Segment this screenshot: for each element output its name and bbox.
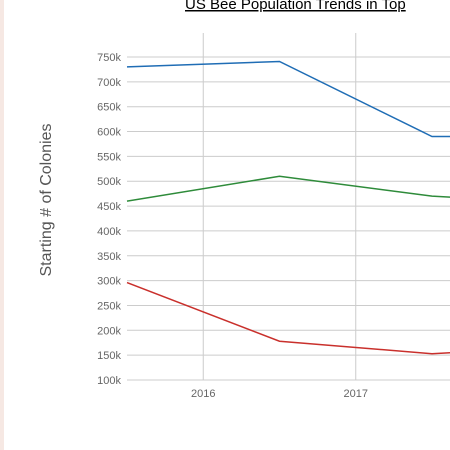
y-tick-label: 600k — [97, 127, 121, 139]
y-tick-label: 150k — [97, 350, 121, 362]
x-tick-label: 2017 — [344, 388, 368, 400]
grid — [127, 33, 450, 381]
y-tick-label: 450k — [97, 201, 121, 213]
y-tick-label: 550k — [97, 151, 121, 163]
y-tick-label: 750k — [97, 52, 121, 64]
y-tick-label: 400k — [97, 226, 121, 238]
y-tick-label: 200k — [97, 325, 121, 337]
y-axis-title: Starting # of Colonies — [38, 124, 55, 277]
left-border — [0, 0, 4, 450]
series-line-2 — [126, 175, 450, 202]
x-axis: 2016 2017 — [191, 388, 368, 400]
series-lines — [126, 60, 450, 355]
y-tick-label: 300k — [97, 276, 121, 288]
series-line-1 — [126, 60, 450, 138]
y-tick-label: 250k — [97, 300, 121, 312]
y-axis: 100k 150k 200k 250k 300k 350k 400k 450k 500k 550k… — [97, 52, 121, 387]
series-line-3 — [126, 281, 450, 355]
y-tick-label: 350k — [97, 251, 121, 263]
x-tick-label: 2016 — [191, 388, 215, 400]
y-tick-label: 100k — [97, 375, 121, 387]
y-tick-label: 650k — [97, 102, 121, 114]
chart-title: US Bee Population Trends in Top — [185, 0, 406, 13]
y-tick-label: 500k — [97, 176, 121, 188]
y-tick-label: 700k — [97, 77, 121, 89]
